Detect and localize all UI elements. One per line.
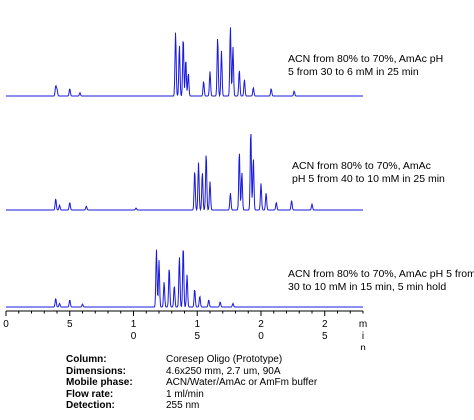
- trace-label-3-line-2: 30 to 10 mM in 15 min, 5 min hold: [288, 281, 446, 293]
- condition-key: Column:: [66, 354, 107, 365]
- trace-label-1-line-2: 5 from 30 to 6 mM in 25 min: [288, 66, 419, 78]
- x-tick-label: 5: [67, 319, 73, 330]
- trace-label-2-line-1: ACN from 80% to 70%, AmAc: [292, 160, 431, 172]
- x-tick-label: n: [360, 343, 366, 350]
- condition-key: Detection:: [66, 400, 115, 412]
- x-tick-label: 0: [3, 319, 9, 330]
- x-tick-label: 1: [194, 319, 200, 330]
- trace-label-2-line-2: pH 5 from 40 to 10 mM in 25 min: [292, 173, 445, 185]
- x-tick-label: 0: [258, 331, 264, 342]
- condition-row: Detection: 255 nm: [66, 400, 317, 412]
- condition-value: 1 ml/min: [166, 388, 204, 400]
- chromatogram-chart: ACN from 80% to 70%, AmAc pH5 from 30 to…: [3, 27, 474, 350]
- trace-labels: ACN from 80% to 70%, AmAc pH5 from 30 to…: [288, 53, 474, 293]
- condition-value: ACN/Water/AmAc or AmFm buffer: [166, 377, 318, 389]
- chromatogram-trace-2: [6, 133, 363, 212]
- condition-key: Flow rate:: [66, 388, 114, 400]
- condition-key: Dimensions:: [66, 365, 127, 377]
- x-tick-label: 2: [258, 319, 264, 330]
- chromatogram-traces: [6, 27, 363, 308]
- condition-value: Coresep Oligo (Prototype): [166, 354, 283, 365]
- chromatogram-trace-1: [6, 27, 363, 98]
- x-tick-label: 1: [131, 319, 137, 330]
- trace-label-1-line-1: ACN from 80% to 70%, AmAc pH: [288, 53, 443, 65]
- x-tick-label: 2: [322, 319, 328, 330]
- condition-row: Mobile phase: ACN/Water/AmAc or AmFm buff…: [66, 377, 317, 389]
- x-tick-label: m: [359, 319, 367, 330]
- x-tick-label: i: [362, 331, 364, 342]
- trace-label-3-line-1: ACN from 80% to 70%, AmAc pH 5 from: [288, 268, 474, 280]
- condition-row: Dimensions: 4.6x250 mm, 2.7 um, 90A: [66, 366, 317, 378]
- x-tick-label: 0: [131, 331, 137, 342]
- condition-row: Column: Coresep Oligo (Prototype): [66, 354, 317, 366]
- condition-row: Flow rate: 1 ml/min: [66, 389, 317, 401]
- x-tick-label: 5: [322, 331, 328, 342]
- condition-value: 4.6x250 mm, 2.7 um, 90A: [166, 365, 281, 377]
- condition-value: 255 nm: [166, 400, 200, 412]
- chromatogram-trace-3: [6, 249, 363, 308]
- x-tick-label: 5: [194, 331, 200, 342]
- chromatography-conditions: Column: Coresep Oligo (Prototype) Dimensio…: [66, 354, 317, 412]
- condition-key: Mobile phase:: [66, 377, 133, 389]
